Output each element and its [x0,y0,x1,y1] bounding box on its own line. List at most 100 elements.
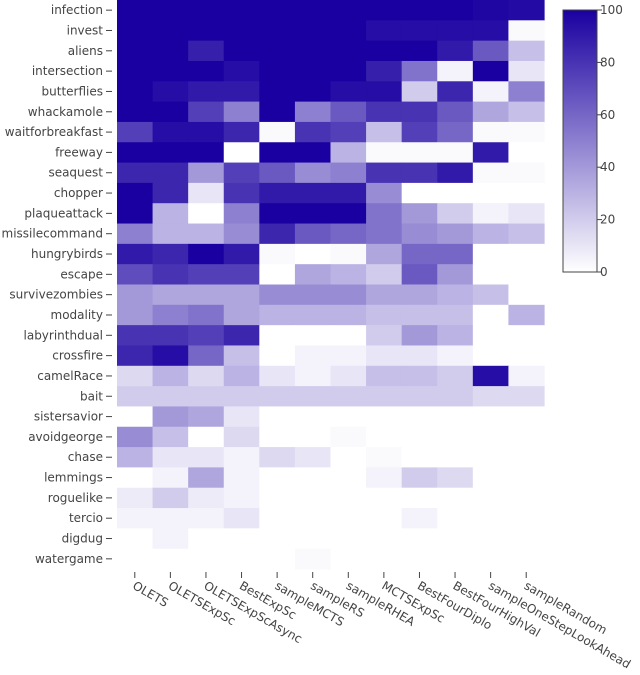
heatmap-cell [472,121,510,143]
heatmap-cell [330,162,367,184]
heatmap-cell [508,467,545,489]
heatmap-cell [223,203,260,225]
heatmap-cell [259,345,296,367]
heatmap-cell [294,121,332,143]
row-label: infection [51,3,103,17]
heatmap-cell [117,284,154,306]
heatmap-cell [188,203,225,225]
heatmap-cell [188,162,225,184]
row-label: seaquest [48,166,103,180]
heatmap-cell [437,264,474,286]
row-label: survivezombies [9,288,103,302]
heatmap-cell [437,386,474,408]
heatmap-cell [188,365,225,387]
heatmap-cell [188,182,225,204]
heatmap-cell [152,304,189,326]
heatmap-cell [294,203,332,225]
heatmap-cell [152,365,189,387]
heatmap-cell [437,528,474,550]
heatmap-cell [437,548,474,570]
heatmap-cell [401,162,438,184]
heatmap-cell [330,223,367,245]
heatmap-cell [188,20,225,42]
heatmap-cell [401,325,438,347]
heatmap-cell [401,40,438,62]
heatmap-cell [117,101,154,123]
heatmap-cell [294,182,332,204]
heatmap-cell [366,447,403,468]
heatmap-cell [223,243,260,265]
heatmap-cell [437,142,474,164]
heatmap-cell [223,40,260,62]
row-label: bait [80,389,103,403]
heatmap-cell [188,508,225,529]
heatmap-cell [152,182,189,204]
heatmap-cell [223,467,260,489]
heatmap-cell [508,142,545,164]
heatmap-cell [401,243,438,265]
heatmap-cell [152,40,189,62]
heatmap-cell [472,182,510,204]
heatmap-cell [223,487,260,509]
colorbar-gradient [562,9,598,273]
heatmap-cell [117,162,154,184]
column-label: OLETS [130,578,170,609]
heatmap-cell [330,528,367,550]
heatmap-cell [437,406,474,428]
heatmap-cell [294,60,332,82]
heatmap-cell [259,40,296,62]
heatmap-cell [508,487,545,509]
heatmap-cell [508,325,545,347]
heatmap-cell [437,223,474,245]
heatmap-cell [330,101,367,123]
heatmap-cell [117,182,154,204]
heatmap-cell [117,426,154,448]
heatmap-cell [330,20,367,42]
heatmap-cell [437,81,474,103]
heatmap-cell [223,20,260,42]
row-label: labyrinthdual [24,328,104,342]
heatmap-cell [401,447,438,468]
row-label: freeway [55,145,103,159]
heatmap-cell [223,162,260,184]
heatmap-cell [330,0,367,21]
heatmap-cell [366,142,403,164]
row-label: butterflies [42,84,103,98]
heatmap-cell [117,142,154,164]
heatmap-cell [508,528,545,550]
heatmap-cell [330,325,367,347]
heatmap-cell [366,162,403,184]
heatmap-cell [294,81,332,103]
heatmap-cell [437,121,474,143]
heatmap-cell [152,406,189,428]
heatmap-cell [223,508,260,529]
heatmap-cell [152,345,189,367]
heatmap-cell [437,365,474,387]
row-label: intersection [32,64,103,78]
heatmap-cell [223,101,260,123]
heatmap-cell [259,60,296,82]
heatmap-cell [259,528,296,550]
heatmap-cell [223,406,260,428]
heatmap-cell [294,406,332,428]
heatmap-cell [294,142,332,164]
heatmap-cell [472,0,510,21]
row-label: modality [51,308,103,322]
colorbar: 0 20 40 60 80 100 [562,3,623,279]
heatmap-cell [508,223,545,245]
heatmap-cell [152,243,189,265]
heatmap-cell [508,304,545,326]
heatmap-cell [259,447,296,468]
heatmap-cell [117,60,154,82]
heatmap-cell [366,182,403,204]
heatmap-cell [188,447,225,468]
heatmap-cell [259,142,296,164]
heatmap-cell [223,142,260,164]
row-labels: infection invest aliens intersection butterf… [2,3,112,566]
heatmap-cell [437,345,474,367]
heatmap-cell [223,365,260,387]
heatmap-cell [508,345,545,367]
heatmap-cells [117,0,545,570]
heatmap-cell [401,0,438,21]
heatmap-cell [259,508,296,529]
